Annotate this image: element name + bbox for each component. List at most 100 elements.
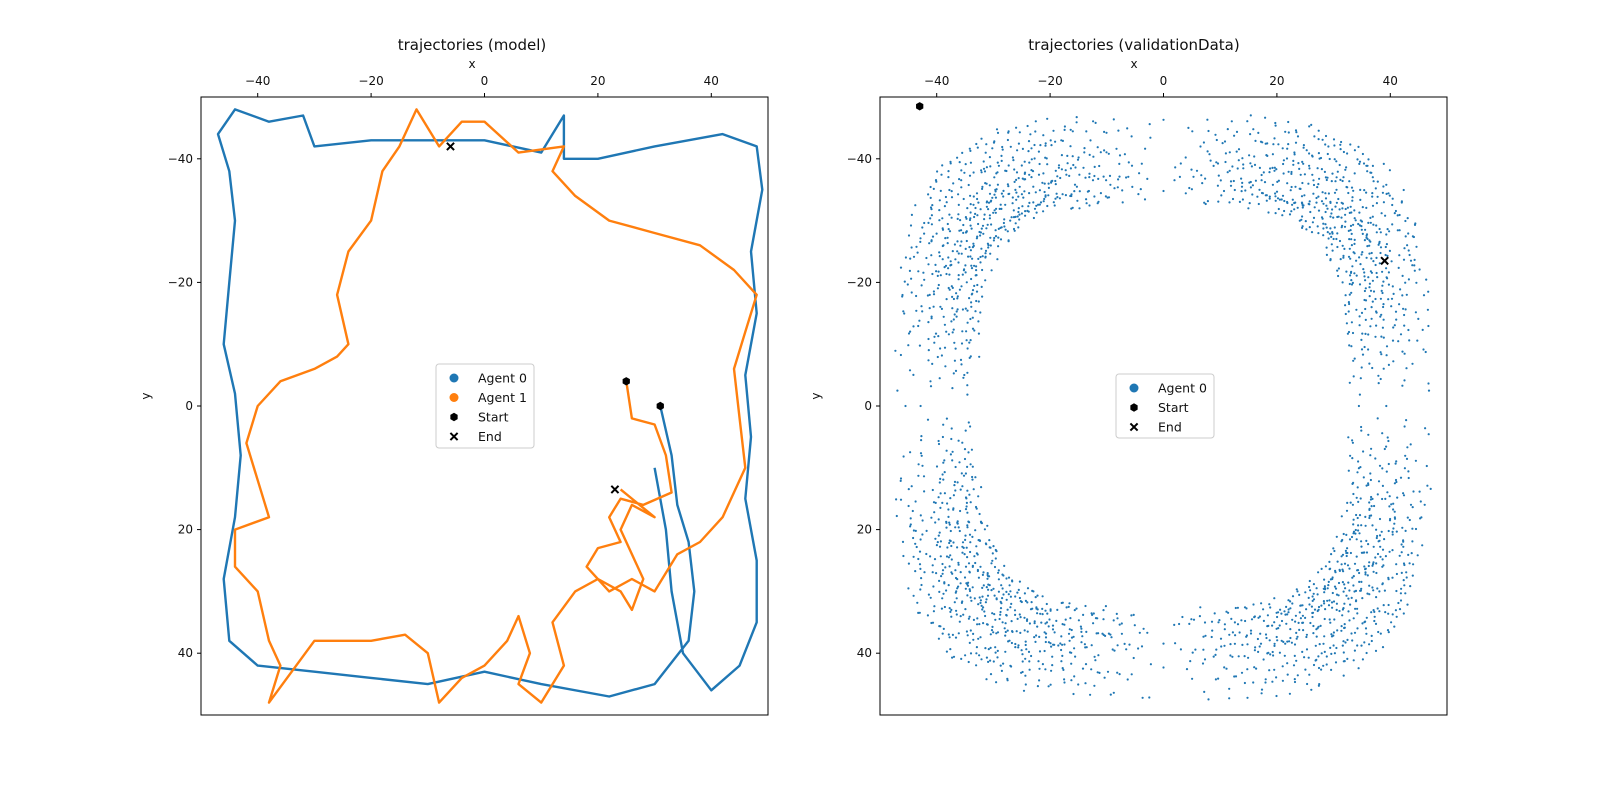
data-point — [1403, 324, 1406, 327]
data-point — [1223, 140, 1227, 143]
data-point — [1146, 177, 1149, 180]
data-point — [1317, 129, 1320, 132]
data-point — [958, 178, 961, 181]
data-point — [1036, 625, 1039, 628]
data-point — [927, 359, 930, 362]
data-point — [906, 283, 909, 286]
data-point — [975, 265, 978, 268]
data-point — [955, 609, 958, 612]
data-point — [939, 555, 942, 558]
data-point — [974, 529, 977, 532]
data-point — [1203, 658, 1207, 661]
data-point — [1072, 163, 1075, 167]
data-point — [1032, 201, 1035, 204]
data-point — [1056, 175, 1059, 178]
data-point — [1365, 206, 1368, 209]
data-point — [1202, 648, 1205, 651]
data-point — [1203, 690, 1206, 694]
data-point — [1327, 192, 1330, 195]
data-point — [966, 556, 969, 559]
data-point — [1090, 668, 1093, 671]
data-point — [1388, 495, 1391, 498]
data-point — [1021, 670, 1024, 674]
data-point — [1000, 669, 1004, 673]
data-point — [1204, 202, 1207, 206]
data-point — [920, 439, 923, 442]
data-point — [940, 354, 944, 357]
data-point — [1190, 618, 1193, 621]
data-point — [1173, 623, 1176, 627]
data-point — [1333, 652, 1336, 655]
data-point — [1073, 675, 1076, 678]
data-point — [1385, 445, 1388, 448]
data-point — [1404, 219, 1407, 223]
data-point — [995, 128, 999, 131]
data-point — [1020, 193, 1024, 196]
data-point — [960, 285, 963, 288]
data-point — [1320, 668, 1323, 671]
data-point — [1052, 129, 1055, 132]
data-point — [936, 541, 939, 544]
data-point — [929, 385, 933, 388]
data-point — [954, 591, 957, 594]
data-point — [903, 312, 906, 315]
data-point — [1353, 172, 1356, 175]
data-point — [942, 592, 945, 595]
data-point — [951, 633, 955, 637]
data-point — [1298, 593, 1301, 597]
panel-model-title: trajectories (model) — [398, 36, 547, 54]
data-point — [1132, 656, 1135, 660]
data-point — [1000, 602, 1003, 605]
legend-label: Agent 0 — [478, 371, 527, 386]
data-point — [1003, 218, 1006, 221]
data-point — [977, 201, 980, 204]
data-point — [1274, 199, 1277, 202]
data-point — [1003, 225, 1006, 228]
data-point — [1077, 156, 1080, 159]
data-point — [1246, 696, 1249, 699]
data-point — [1372, 570, 1375, 573]
data-point — [981, 187, 984, 190]
data-point — [1370, 611, 1373, 614]
data-point — [956, 295, 959, 298]
data-point — [1358, 211, 1361, 214]
data-point — [1358, 532, 1361, 535]
data-point — [1064, 618, 1067, 621]
data-point — [1379, 297, 1382, 300]
data-point — [1392, 502, 1395, 505]
data-point — [1382, 367, 1385, 370]
data-point — [978, 355, 981, 358]
data-point — [929, 185, 932, 189]
data-point — [920, 577, 923, 580]
x-tick-label: 40 — [704, 74, 719, 88]
data-point — [1074, 655, 1077, 658]
data-point — [1375, 202, 1378, 205]
data-point — [1018, 213, 1021, 216]
data-point — [1263, 181, 1267, 184]
data-point — [1010, 641, 1014, 645]
data-point — [1318, 157, 1321, 160]
data-point — [1280, 612, 1283, 615]
data-point — [963, 457, 967, 461]
data-point — [1376, 552, 1380, 556]
data-point — [929, 555, 932, 558]
data-point — [951, 572, 954, 575]
data-point — [975, 652, 978, 655]
data-point — [1296, 674, 1299, 677]
data-point — [1051, 628, 1055, 631]
start-marker — [622, 377, 630, 386]
data-point — [1388, 550, 1391, 553]
data-point — [960, 342, 964, 345]
data-point — [934, 521, 937, 524]
data-point — [1073, 609, 1076, 612]
data-point — [950, 285, 953, 288]
data-point — [964, 231, 968, 234]
data-point — [1028, 660, 1031, 663]
data-point — [1420, 516, 1423, 519]
data-point — [1137, 193, 1140, 196]
data-point — [970, 448, 974, 451]
data-point — [1369, 270, 1372, 273]
data-point — [945, 589, 948, 592]
data-point — [1356, 486, 1359, 489]
